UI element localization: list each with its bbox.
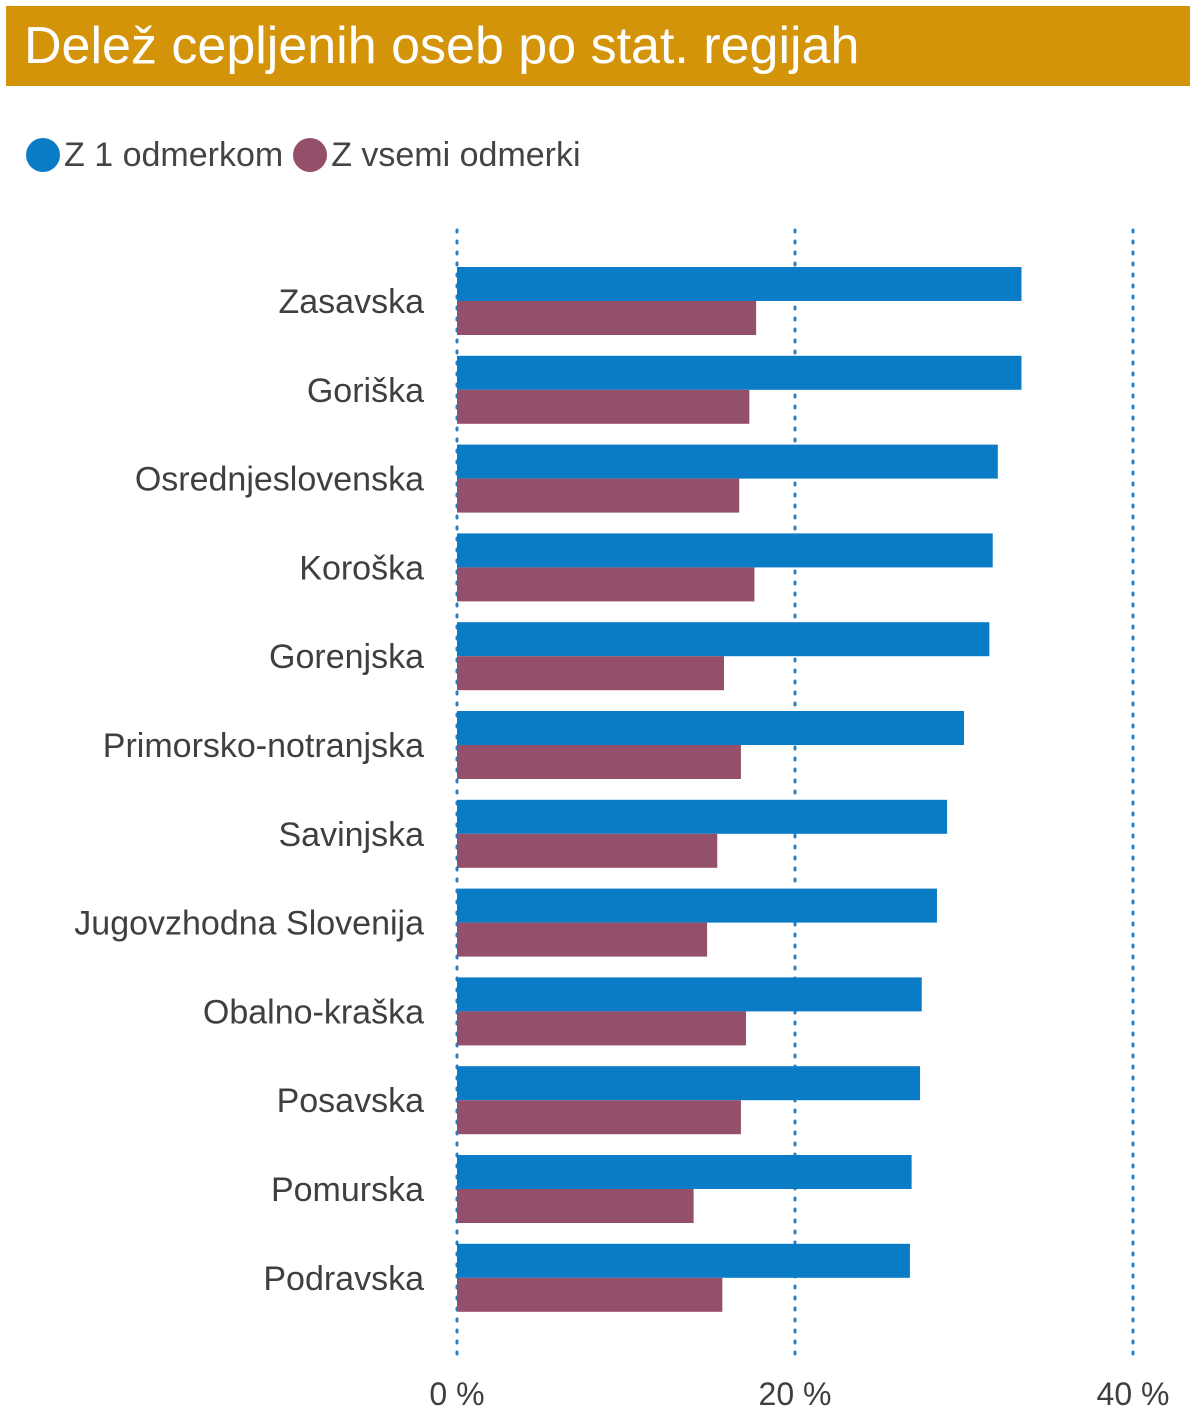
bar-series-2 [457,922,708,957]
category-label: Jugovzhodna Slovenija [74,905,424,943]
chart-legend: Z 1 odmerkom Z vsemi odmerki [26,130,591,180]
bar-series-2 [457,833,718,868]
category-label: Pomurska [271,1171,424,1209]
chart-title: Delež cepljenih oseb po stat. regijah [24,17,860,75]
category-label: Goriška [307,372,424,410]
bar-series-1 [457,1155,912,1189]
category-label: Posavska [277,1082,424,1120]
bar-series-2 [457,1011,746,1046]
category-label: Podravska [263,1260,424,1298]
bar-series-2 [457,389,750,424]
bar-series-1 [457,977,922,1012]
bar-series-2 [457,745,741,779]
category-label: Gorenjska [269,638,424,676]
bar-series-1 [457,355,1022,390]
bar-series-1 [457,799,948,834]
category-label: Savinjska [278,816,424,854]
legend-item-series-1: Z 1 odmerkom [26,136,283,175]
bar-series-2 [457,1100,741,1135]
bar-series-2 [457,1277,723,1312]
x-tick-label: 40 % [1097,1376,1170,1412]
category-label: Koroška [299,549,424,587]
bar-series-2 [457,301,757,335]
bar-series-2 [457,567,755,602]
bar-series-2 [457,656,725,691]
legend-label-series-2: Z vsemi odmerki [331,135,581,174]
bar-series-1 [457,267,1022,301]
bar-series-1 [457,888,937,923]
x-tick-label: 0 % [429,1376,484,1412]
bar-series-1 [457,1066,921,1101]
legend-swatch-series-2 [293,138,328,172]
bar-series-2 [457,1189,694,1223]
bar-series-1 [457,622,990,657]
category-label: Osrednjeslovenska [135,461,424,499]
legend-item-series-2: Z vsemi odmerki [293,135,581,175]
category-label: Zasavska [279,283,425,321]
legend-label-series-1: Z 1 odmerkom [64,135,284,174]
category-label: Primorsko-notranjska [103,727,424,765]
bar-series-1 [457,1243,910,1278]
legend-swatch-series-1 [26,138,60,172]
bar-series-2 [457,478,740,513]
bar-series-1 [457,711,964,745]
bar-series-1 [457,444,998,479]
bar-series-1 [457,533,993,568]
category-label: Obalno-kraška [203,993,424,1031]
chart-title-bar: Delež cepljenih oseb po stat. regijah [6,6,1190,86]
x-tick-label: 20 % [759,1376,832,1412]
